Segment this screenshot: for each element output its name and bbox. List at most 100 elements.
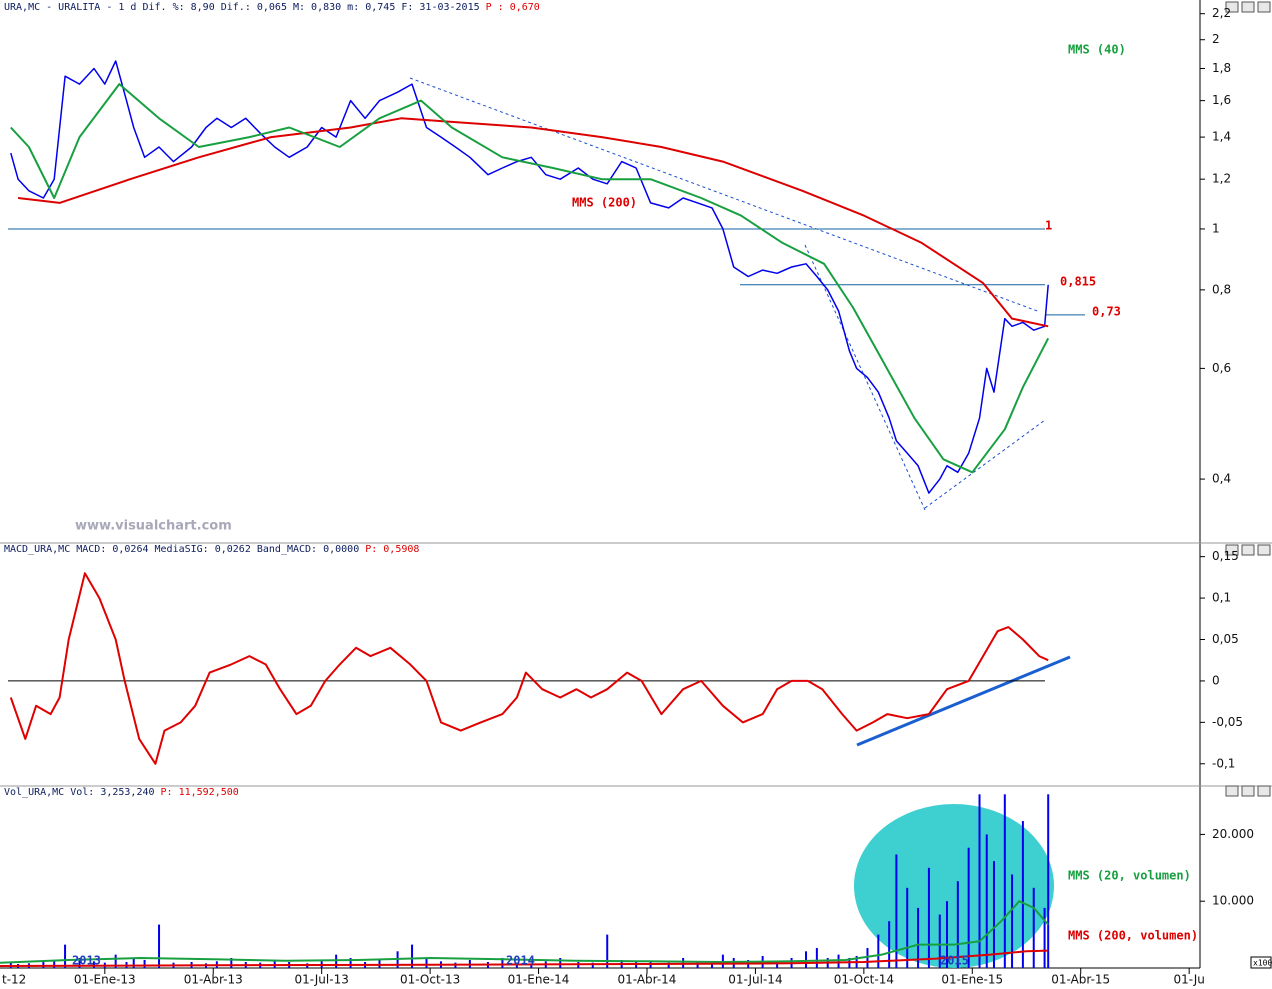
macd-trend-line [856, 655, 1071, 747]
volume-bar [349, 957, 352, 968]
year-label: 2015 [940, 954, 969, 968]
watermark: www.visualchart.com [75, 519, 232, 534]
x-tick-label: t-12 [2, 973, 26, 987]
y-tick-label: 1 [1212, 221, 1220, 235]
maximize-button[interactable] [1241, 544, 1255, 556]
y-tick-label: 2,2 [1212, 6, 1231, 20]
level-label: 0,73 [1092, 304, 1121, 318]
volume-bar [158, 924, 161, 968]
volume-bar [425, 957, 428, 968]
volume-bar [411, 944, 414, 968]
volume-bar [92, 961, 95, 968]
level-label: 0,815 [1060, 274, 1096, 288]
panel-last-price: P: 0,5908 [365, 544, 419, 555]
window-buttons [1225, 1, 1271, 797]
volume-bar [837, 954, 840, 968]
y-tick-label: 1,8 [1212, 61, 1231, 75]
volume-bar [815, 947, 818, 968]
volume-bar [945, 901, 948, 968]
year-label: 2014 [506, 954, 535, 968]
volume-bar [114, 954, 117, 968]
volume-bar [1032, 887, 1035, 968]
volume-bar [866, 947, 869, 968]
volume-bar [1043, 907, 1046, 968]
maximize-button[interactable] [1241, 1, 1255, 13]
series-line [10, 83, 1050, 474]
y-tick-label: 1,6 [1212, 93, 1231, 107]
x-tick-label: 01-Jul-14 [728, 973, 782, 987]
close-button[interactable] [1257, 544, 1271, 556]
volume-bar [938, 914, 941, 968]
volume-bar [667, 962, 670, 968]
volume-bar [1021, 821, 1024, 968]
volume-bar [591, 962, 594, 968]
volume-bar [888, 921, 891, 968]
x-tick-label: 01-Abr-13 [184, 973, 243, 987]
trend-lines [409, 77, 1046, 511]
y-tick-label: 2 [1212, 32, 1220, 46]
series-line [17, 117, 1049, 328]
volume-bar [649, 961, 652, 968]
volume-bar [776, 961, 779, 968]
trend-line [804, 244, 926, 511]
y-tick-label: 0,8 [1212, 282, 1231, 296]
volume-bar [711, 961, 714, 968]
series-line [0, 949, 1049, 967]
panel-title: URA,MC - URALITA - 1 d Dif. %: 8,90 Dif.… [4, 2, 480, 13]
volume-bar [877, 934, 880, 968]
maximize-button[interactable] [1241, 785, 1255, 797]
minimize-button[interactable] [1225, 544, 1239, 556]
volume-bar [906, 887, 909, 968]
series-label: MMS (40) [1068, 43, 1126, 57]
volume-bar [143, 959, 146, 968]
panel-title: Vol_URA,MC Vol: 3,253,240 [4, 787, 155, 798]
volume-bar [1003, 794, 1006, 968]
volume-bar [978, 794, 981, 968]
y-tick-label: 20.000 [1212, 827, 1254, 841]
y-tick-label: 0,6 [1212, 361, 1231, 375]
x-tick-label: 01-Ene-15 [941, 973, 1003, 987]
series-line [0, 900, 1049, 964]
x-tick-label: 01-Oct-14 [834, 973, 894, 987]
panel-title: MACD_URA,MC MACD: 0,0264 MediaSIG: 0,026… [4, 544, 359, 555]
x-tick-label: 01-Jul-13 [295, 973, 349, 987]
volume-bar [805, 951, 808, 968]
volume-bar [78, 957, 81, 968]
volume-bar [1047, 794, 1050, 968]
series-line [10, 60, 1049, 494]
y-tick-label: 0,15 [1212, 549, 1239, 563]
volume-bar [273, 959, 276, 968]
close-button[interactable] [1257, 785, 1271, 797]
y-tick-label: 0,05 [1212, 632, 1239, 646]
volume-bar [895, 854, 898, 968]
x-tick-label: 01-Ene-14 [508, 973, 570, 987]
minimize-button[interactable] [1225, 1, 1239, 13]
trend-line [924, 419, 1046, 509]
y-tick-label: 0,4 [1212, 472, 1231, 486]
volume-bar [132, 957, 135, 968]
volume-bar [967, 847, 970, 968]
x-tick-label: 01-Abr-15 [1051, 973, 1110, 987]
y-tick-label: 1,4 [1212, 130, 1231, 144]
volume-bar [1011, 874, 1014, 968]
volume-bar [985, 834, 988, 968]
volume-bar [956, 881, 959, 968]
panel-last-price: P : 0,670 [486, 2, 540, 13]
y-tick-label: 10.000 [1212, 894, 1254, 908]
x-tick-label: 01-Abr-14 [618, 973, 677, 987]
y-tick-label: 0 [1212, 673, 1220, 687]
series-label: MMS (200) [572, 196, 637, 210]
minimize-button[interactable] [1225, 785, 1239, 797]
volume-bar [917, 907, 920, 968]
series-label: MMS (200, volumen) [1068, 929, 1198, 943]
volume-bar [64, 944, 67, 968]
series-label: MMS (20, volumen) [1068, 869, 1191, 883]
year-label: 2013 [72, 954, 101, 968]
volume-bar [230, 957, 233, 968]
close-button[interactable] [1257, 1, 1271, 13]
volume-bar [927, 867, 930, 968]
volume-bar [501, 957, 504, 968]
volume-bar [992, 861, 995, 968]
